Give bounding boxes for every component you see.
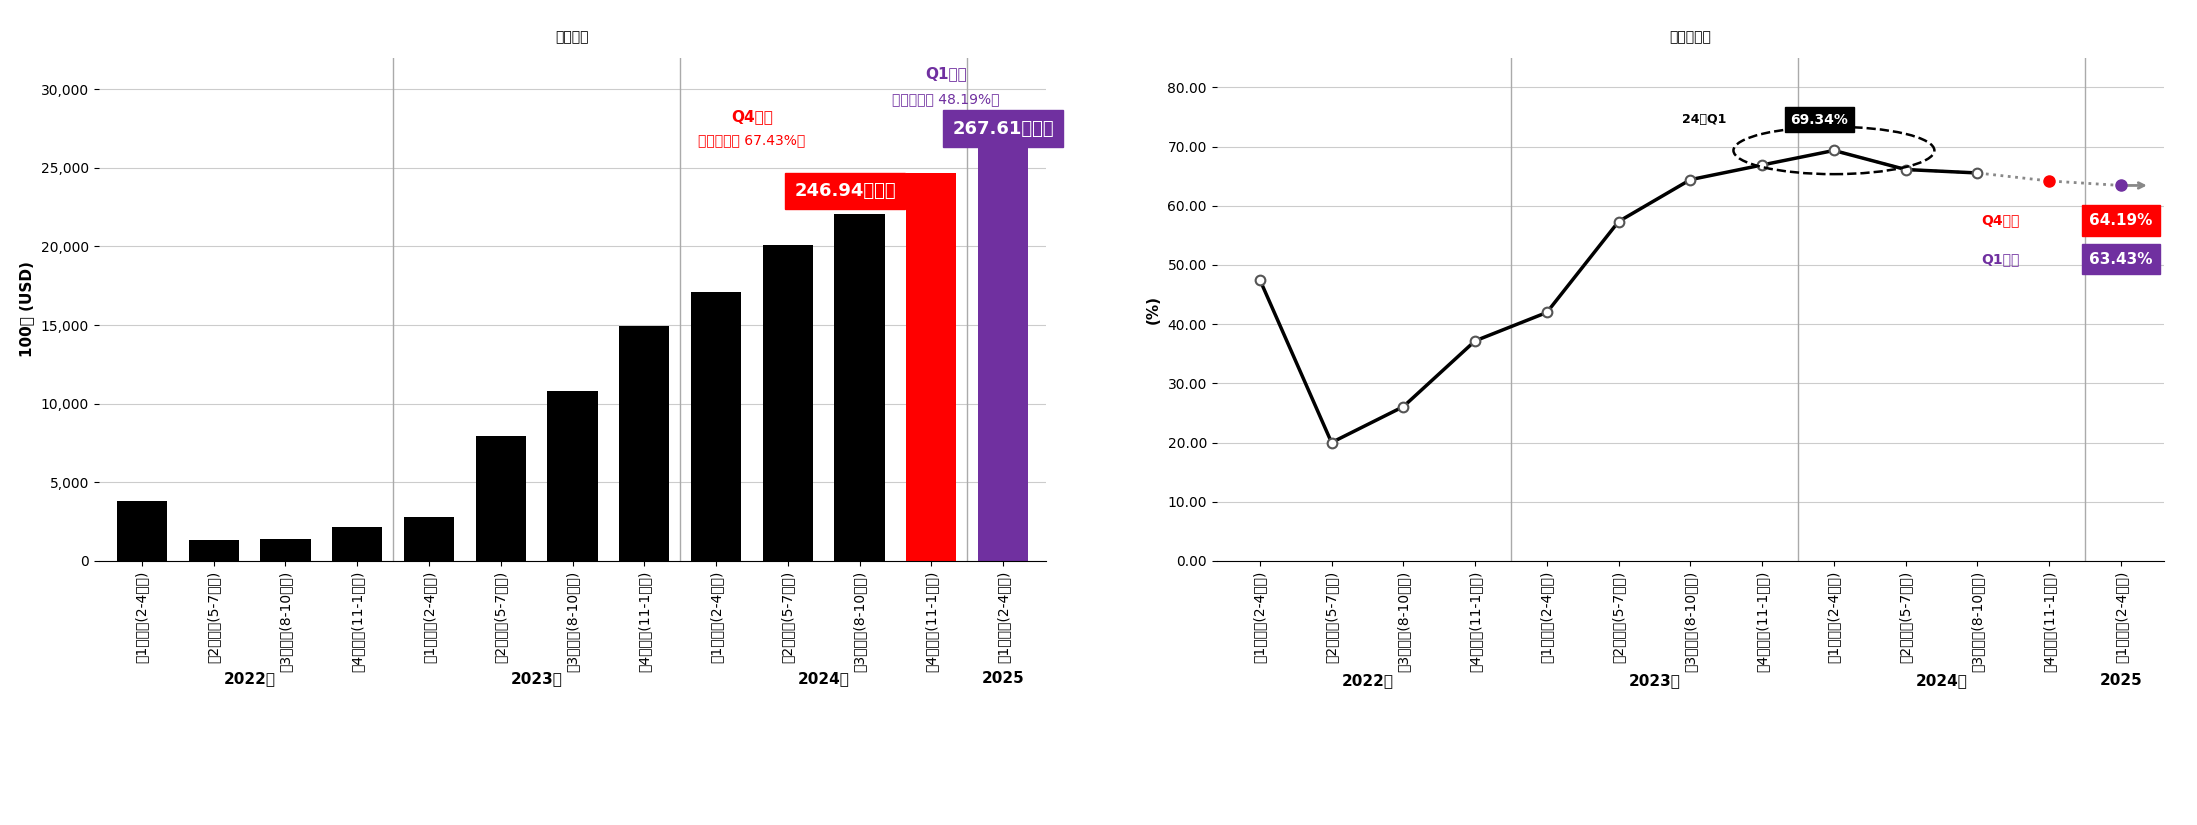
Text: 64.19%: 64.19% [2089, 213, 2153, 228]
Bar [620, 327, 670, 561]
Text: Q4予想: Q4予想 [1982, 214, 2019, 228]
Bar [404, 517, 455, 561]
Title: 営業利益: 営業利益 [556, 30, 589, 44]
Text: 前年同期比 48.19%増: 前年同期比 48.19%増 [892, 92, 1000, 106]
Text: 267.61億ドル: 267.61億ドル [951, 120, 1055, 138]
Text: Q1予想: Q1予想 [925, 66, 967, 82]
Text: 2024年: 2024年 [798, 671, 850, 686]
Y-axis label: 100万 (USD): 100万 (USD) [20, 262, 33, 357]
Text: 2022年: 2022年 [1342, 673, 1393, 689]
Text: 24年Q1: 24年Q1 [1683, 113, 1727, 126]
Bar [690, 292, 740, 561]
Text: 前年同期比 67.43%増: 前年同期比 67.43%増 [699, 133, 806, 147]
Text: 2024年: 2024年 [1916, 673, 1969, 689]
Text: 2023年: 2023年 [1628, 673, 1681, 689]
Text: 2025: 2025 [2100, 673, 2142, 689]
Title: 営業利益率: 営業利益率 [1670, 30, 1711, 44]
Bar [835, 214, 885, 561]
Y-axis label: (%): (%) [1145, 295, 1160, 324]
Bar [116, 501, 167, 561]
Text: 2023年: 2023年 [510, 671, 562, 686]
Text: 2025: 2025 [982, 671, 1024, 686]
Text: Q4予想: Q4予想 [732, 109, 773, 124]
Bar [547, 391, 598, 561]
Text: 246.94億ドル: 246.94億ドル [795, 182, 896, 200]
Text: 2022年: 2022年 [224, 671, 275, 686]
Bar [189, 540, 239, 561]
Text: 63.43%: 63.43% [2089, 252, 2153, 266]
Bar [762, 245, 813, 561]
Bar [332, 527, 382, 561]
Bar [259, 539, 310, 561]
Bar [475, 436, 525, 561]
Text: Q1予想: Q1予想 [1982, 252, 2019, 266]
Bar [978, 140, 1028, 561]
Bar [905, 172, 956, 561]
Text: 69.34%: 69.34% [1791, 113, 1848, 127]
